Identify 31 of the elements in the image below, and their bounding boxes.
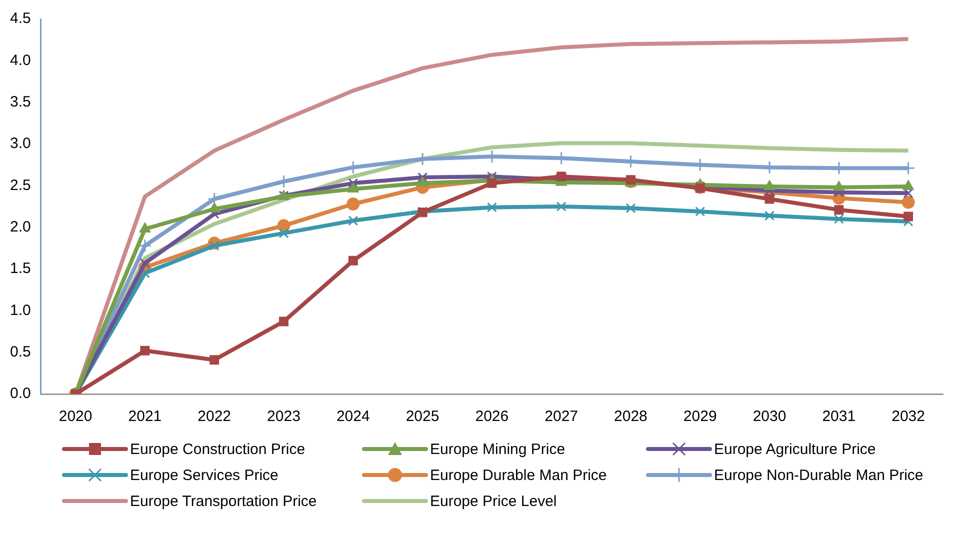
y-tick-label: 3.0 bbox=[10, 135, 31, 152]
y-tick-label: 2.5 bbox=[10, 176, 31, 194]
x-tick-label: 2023 bbox=[267, 408, 300, 426]
y-tick-label: 1.5 bbox=[10, 260, 31, 278]
y-tick-label: 4.0 bbox=[10, 52, 31, 69]
x-tick-label: 2028 bbox=[614, 408, 648, 426]
y-tick-label: 0.0 bbox=[10, 385, 31, 402]
legend-label: Europe Price Level bbox=[430, 492, 557, 510]
y-tick-label: 3.5 bbox=[10, 93, 31, 110]
y-tick-label: 1.0 bbox=[10, 302, 31, 319]
x-tick-label: 2024 bbox=[336, 408, 370, 426]
y-tick-label: 2.0 bbox=[10, 218, 31, 236]
legend-label: Europe Durable Man Price bbox=[430, 466, 607, 484]
x-tick-label: 2026 bbox=[475, 408, 509, 426]
x-tick-label: 2025 bbox=[406, 408, 440, 426]
x-tick-label: 2029 bbox=[683, 408, 717, 426]
legend-label: Europe Agriculture Price bbox=[714, 440, 876, 458]
x-tick-label: 2020 bbox=[58, 408, 92, 426]
x-tick-label: 2031 bbox=[822, 408, 856, 426]
legend-label: Europe Non-Durable Man Price bbox=[714, 466, 924, 484]
x-tick-label: 2027 bbox=[544, 408, 578, 426]
x-tick-label: 2032 bbox=[892, 408, 925, 426]
legend-label: Europe Transportation Price bbox=[130, 492, 317, 510]
x-tick-label: 2021 bbox=[128, 408, 162, 426]
x-tick-label: 2030 bbox=[752, 408, 786, 426]
y-tick-label: 4.5 bbox=[10, 10, 31, 28]
x-tick-label: 2022 bbox=[198, 408, 232, 426]
legend-label: Europe Construction Price bbox=[130, 440, 306, 458]
legend-label: Europe Services Price bbox=[130, 466, 278, 484]
y-tick-label: 0.5 bbox=[10, 343, 31, 360]
legend-label: Europe Mining Price bbox=[430, 440, 566, 458]
